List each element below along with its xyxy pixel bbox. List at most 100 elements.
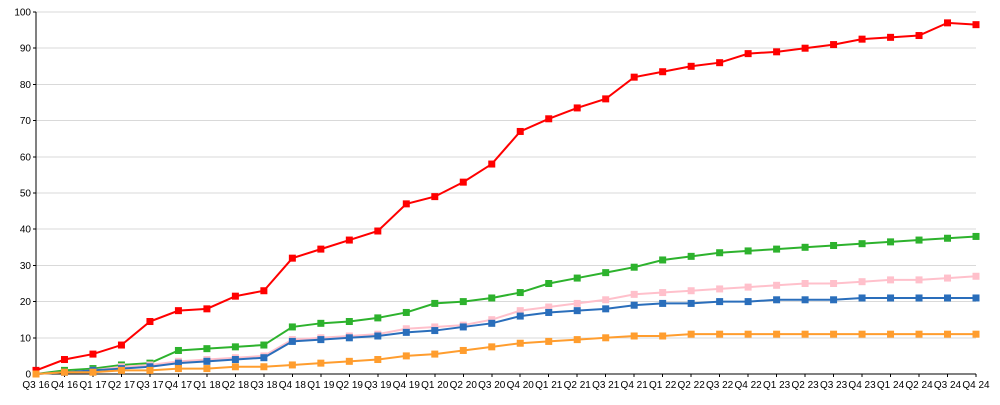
series-orange-marker (858, 330, 866, 338)
series-blue-marker (744, 298, 752, 306)
series-red-marker (374, 227, 382, 235)
series-red-marker (345, 236, 353, 244)
series-blue-marker (830, 296, 838, 304)
series-blue-marker (716, 298, 724, 306)
y-tick-label: 90 (20, 44, 32, 55)
y-tick-label: 20 (20, 297, 32, 308)
series-green-marker (431, 299, 439, 307)
series-blue-marker (488, 319, 496, 327)
series-green-marker (944, 234, 952, 242)
series-orange-marker (345, 357, 353, 365)
series-blue-marker (345, 334, 353, 342)
series-green-marker (887, 238, 895, 246)
y-tick-label: 80 (20, 80, 32, 91)
series-red-marker (801, 44, 809, 52)
x-tick-label: Q1 17 (79, 380, 107, 391)
y-tick-label: 50 (20, 189, 32, 200)
series-red-marker (60, 356, 68, 364)
series-blue-marker (545, 308, 553, 316)
x-tick-label: Q3 21 (592, 380, 620, 391)
axes (35, 12, 976, 375)
series-blue-marker (174, 359, 182, 367)
series-orange-marker (402, 352, 410, 360)
series-orange-marker (260, 363, 268, 371)
x-tick-label: Q4 18 (279, 380, 307, 391)
x-tick-label: Q1 23 (763, 380, 791, 391)
series-orange-marker (716, 330, 724, 338)
series-green-marker (459, 298, 467, 306)
series-pink-marker (801, 280, 809, 287)
series-pink-marker (887, 276, 895, 284)
series-orange-marker (687, 330, 695, 338)
series-orange-marker (545, 337, 553, 345)
x-tick-label: Q1 24 (877, 380, 905, 391)
series-green-marker (915, 236, 923, 244)
series-pink-marker (944, 274, 952, 282)
series-pink-marker (545, 303, 553, 311)
x-tick-label: Q3 23 (820, 380, 848, 391)
series-pink-marker (830, 280, 838, 287)
series-pink-marker (716, 285, 724, 293)
series-pink-line (35, 275, 977, 375)
series-red-marker (602, 95, 610, 103)
series-red-marker (630, 73, 638, 81)
series-red-marker (516, 127, 524, 135)
series-green-marker (488, 294, 496, 302)
series-blue-marker (402, 328, 410, 336)
series-orange-marker (630, 332, 638, 340)
series-green-marker (972, 232, 980, 240)
series-blue-marker (231, 356, 239, 364)
x-tick-label: Q1 20 (421, 380, 449, 391)
x-tick-label: Q2 22 (678, 380, 706, 391)
series-orange-line (35, 333, 976, 375)
series-red-marker (887, 33, 895, 41)
series-orange-marker (602, 334, 610, 342)
series-green-marker (687, 252, 695, 260)
series-green-marker (573, 274, 581, 282)
series-green-marker (260, 341, 268, 349)
series-green-marker (231, 343, 239, 351)
series-pink-marker (431, 323, 439, 331)
x-tick-label: Q3 22 (706, 380, 734, 391)
x-tick-label: Q2 17 (108, 380, 136, 391)
series-green-marker (716, 249, 724, 257)
series-blue-marker (431, 327, 439, 335)
series-blue-marker (573, 307, 581, 315)
series-red-marker (32, 366, 40, 374)
series-orange-marker (231, 363, 239, 371)
x-tick-label: Q4 16 (51, 380, 79, 391)
series-pink-marker (858, 278, 866, 286)
series-orange-marker (203, 365, 211, 373)
series-orange-marker (887, 330, 895, 338)
series-green-marker (744, 247, 752, 255)
series-orange-marker (288, 361, 296, 369)
x-tick-label: Q3 19 (364, 380, 392, 391)
series-blue (32, 294, 980, 378)
series-blue-marker (203, 357, 211, 365)
series-green-marker (659, 256, 667, 264)
series-orange-marker (773, 330, 781, 338)
series-green-marker (801, 243, 809, 251)
gridlines (36, 11, 976, 339)
series-red-marker (687, 62, 695, 70)
series-blue-marker (602, 305, 610, 313)
series-orange-marker (60, 368, 68, 376)
series-pink (32, 272, 980, 378)
series-green (32, 232, 980, 378)
x-tick-label: Q3 20 (478, 380, 506, 391)
series-orange-marker (972, 330, 980, 338)
series-pink-marker (659, 289, 667, 297)
y-tick-label: 0 (25, 370, 31, 381)
series-red-marker (545, 115, 553, 123)
series-green-marker (345, 318, 353, 326)
series-orange-marker (459, 346, 467, 354)
series-blue-marker (659, 299, 667, 307)
x-tick-label: Q2 24 (905, 380, 933, 391)
series-green-marker (630, 263, 638, 271)
x-tick-label: Q2 20 (450, 380, 478, 391)
series-green-marker (402, 308, 410, 316)
x-tick-label: Q2 18 (222, 380, 250, 391)
series-red-marker (488, 160, 496, 168)
series-orange-marker (431, 350, 439, 358)
